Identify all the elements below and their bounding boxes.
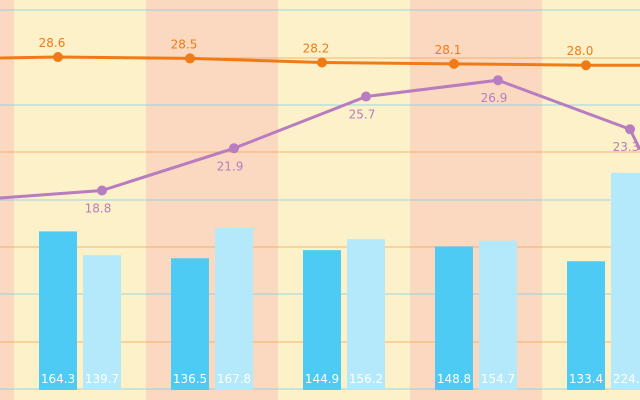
bar-s0-2 (303, 250, 341, 390)
bar-label-s0-2: 144.9 (305, 372, 339, 386)
point-s1-4 (493, 75, 503, 86)
bar-s1-4 (611, 172, 640, 390)
point-s1-2 (229, 143, 239, 154)
point-s0-1 (185, 53, 195, 64)
bar-s1-1 (215, 228, 253, 390)
point-s0-4 (581, 60, 591, 71)
bar-label-s1-2: 156.2 (349, 372, 383, 386)
point-s1-3 (361, 91, 371, 102)
bar-label-s1-0: 139.7 (85, 372, 119, 386)
line-label-s0-2: 28.2 (303, 42, 330, 56)
bar-label-s1-3: 154.7 (481, 372, 515, 386)
bar-s1-0 (83, 255, 121, 390)
bar-label-s0-3: 148.8 (437, 372, 471, 386)
line-label-s0-0: 28.6 (39, 36, 66, 50)
line-labels: 28.6 28.5 28.2 28.1 28.0 18.8 21.9 25.7 26.9 23.3 (39, 36, 640, 215)
bar-label-s1-1: 167.8 (217, 372, 251, 386)
bar-s1-2 (347, 239, 385, 390)
line-points (53, 52, 635, 196)
line-label-s0-3: 28.1 (435, 43, 462, 57)
point-s1-5 (625, 124, 635, 135)
point-s0-3 (449, 58, 459, 69)
bar-label-s1-4: 224.9 (613, 372, 640, 386)
bar-label-s0-0: 164.3 (41, 372, 75, 386)
line-label-s1-3: 25.7 (349, 108, 376, 122)
bar-s0-1 (171, 258, 209, 390)
bar-s1-3 (479, 240, 517, 390)
bar-label-s0-1: 136.5 (173, 372, 207, 386)
line-label-s0-4: 28.0 (567, 44, 594, 58)
bar-label-s0-4: 133.4 (569, 372, 603, 386)
bar-s0-3 (435, 246, 473, 390)
line-label-s0-1: 28.5 (171, 37, 198, 51)
bar-s0-4 (567, 261, 605, 390)
bar-labels: 164.3 136.5 144.9 148.8 133.4 139.7 167.8 156.2… (41, 372, 640, 386)
bar-s0-0 (39, 231, 77, 390)
point-s0-0 (53, 52, 63, 63)
line-label-s1-5: 23.3 (613, 140, 640, 154)
point-s0-2 (317, 57, 327, 68)
line-label-s1-1: 18.8 (85, 201, 112, 215)
point-s1-1 (97, 185, 107, 196)
line-label-s1-2: 21.9 (217, 159, 244, 173)
bars (39, 172, 640, 390)
line-label-s1-4: 26.9 (481, 91, 508, 105)
